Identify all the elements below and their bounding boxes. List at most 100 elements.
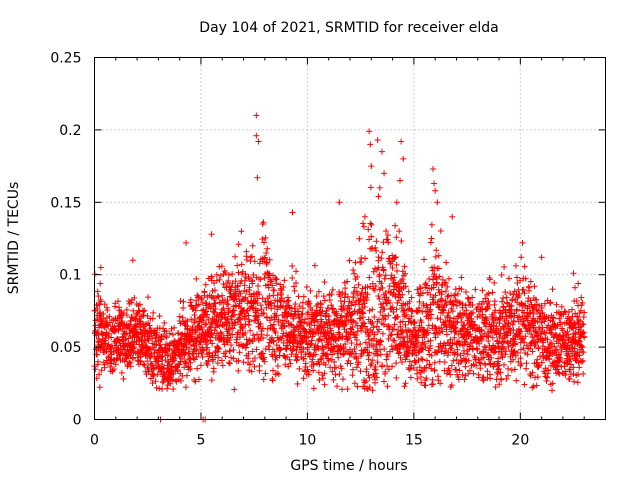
data-point [296, 365, 303, 372]
data-point [194, 365, 201, 372]
data-point [479, 287, 486, 294]
data-point [111, 328, 118, 335]
data-point [531, 283, 538, 290]
data-point [97, 347, 104, 354]
data-point [264, 332, 271, 339]
data-point [191, 312, 198, 319]
data-point [243, 253, 250, 260]
data-point [281, 353, 288, 360]
data-point [250, 332, 257, 339]
data-point [123, 312, 130, 319]
data-point [95, 335, 102, 342]
data-point [113, 356, 120, 363]
data-point [349, 372, 356, 379]
data-point [164, 385, 171, 392]
data-point [561, 363, 568, 370]
data-point [472, 286, 479, 293]
data-point [208, 377, 215, 384]
data-point [263, 249, 270, 256]
data-point [156, 313, 163, 320]
data-point [339, 386, 346, 393]
data-point [441, 359, 448, 366]
data-point [362, 255, 369, 262]
data-point [429, 381, 436, 388]
data-point [578, 294, 585, 301]
data-point [175, 330, 182, 337]
data-point-peak [538, 254, 545, 261]
data-point [115, 326, 122, 333]
data-point [354, 383, 361, 390]
data-point [94, 288, 101, 295]
data-point [418, 355, 425, 362]
data-point [238, 261, 245, 268]
data-point [434, 315, 441, 322]
data-point [182, 384, 189, 391]
data-point [117, 349, 124, 356]
data-point [407, 374, 414, 381]
y-axis-label: SRMTID / TECUs [6, 182, 22, 295]
data-point [450, 357, 457, 364]
data-point [435, 265, 442, 272]
data-point [199, 353, 206, 360]
data-point [342, 285, 349, 292]
data-point [215, 293, 222, 300]
data-point [264, 325, 271, 332]
data-point [102, 340, 109, 347]
data-point [344, 386, 351, 393]
data-point [360, 223, 367, 230]
data-point [443, 259, 450, 266]
data-point [435, 252, 442, 259]
data-point [310, 367, 317, 374]
axis-ticks: 0 0.05 0.1 0.15 0.2 0.25 0 5 10 15 20 [50, 51, 606, 449]
data-point [99, 323, 106, 330]
data-point [487, 375, 494, 382]
data-point [352, 259, 359, 266]
data-point [366, 274, 373, 281]
data-point [368, 360, 375, 367]
data-point [505, 275, 512, 282]
data-point [123, 306, 130, 313]
data-point-peak [431, 180, 438, 187]
data-point [202, 281, 209, 288]
data-point [375, 254, 382, 261]
data-point [381, 275, 388, 282]
data-point [500, 295, 507, 302]
data-point [433, 247, 440, 254]
data-point [96, 301, 103, 308]
data-point [180, 298, 187, 305]
data-point [492, 384, 499, 391]
data-point-peak [255, 138, 262, 145]
data-point [383, 356, 390, 363]
data-point [232, 253, 239, 260]
data-point [521, 381, 528, 388]
data-point [321, 381, 328, 388]
data-point [501, 361, 508, 368]
grid [94, 57, 606, 420]
x-tick-label: 0 [90, 433, 99, 449]
x-tick-label: 5 [196, 433, 205, 449]
data-point [373, 238, 380, 245]
data-point [177, 298, 184, 305]
data-point [303, 284, 310, 291]
data-point [106, 330, 113, 337]
data-point [210, 368, 217, 375]
data-point [394, 299, 401, 306]
data-point [187, 299, 194, 306]
data-point [281, 277, 288, 284]
data-point [94, 351, 101, 358]
data-point [575, 280, 582, 287]
data-point [580, 370, 587, 377]
data-point [398, 237, 405, 244]
data-point [118, 346, 125, 353]
data-point [397, 319, 404, 326]
data-point [94, 328, 101, 335]
data-point [283, 346, 290, 353]
data-point [501, 263, 508, 270]
data-point [97, 298, 104, 305]
data-point [393, 374, 400, 381]
data-point [534, 356, 541, 363]
data-point [275, 371, 282, 378]
data-point [218, 263, 225, 270]
data-point-peak [97, 264, 104, 271]
data-point [427, 239, 434, 246]
